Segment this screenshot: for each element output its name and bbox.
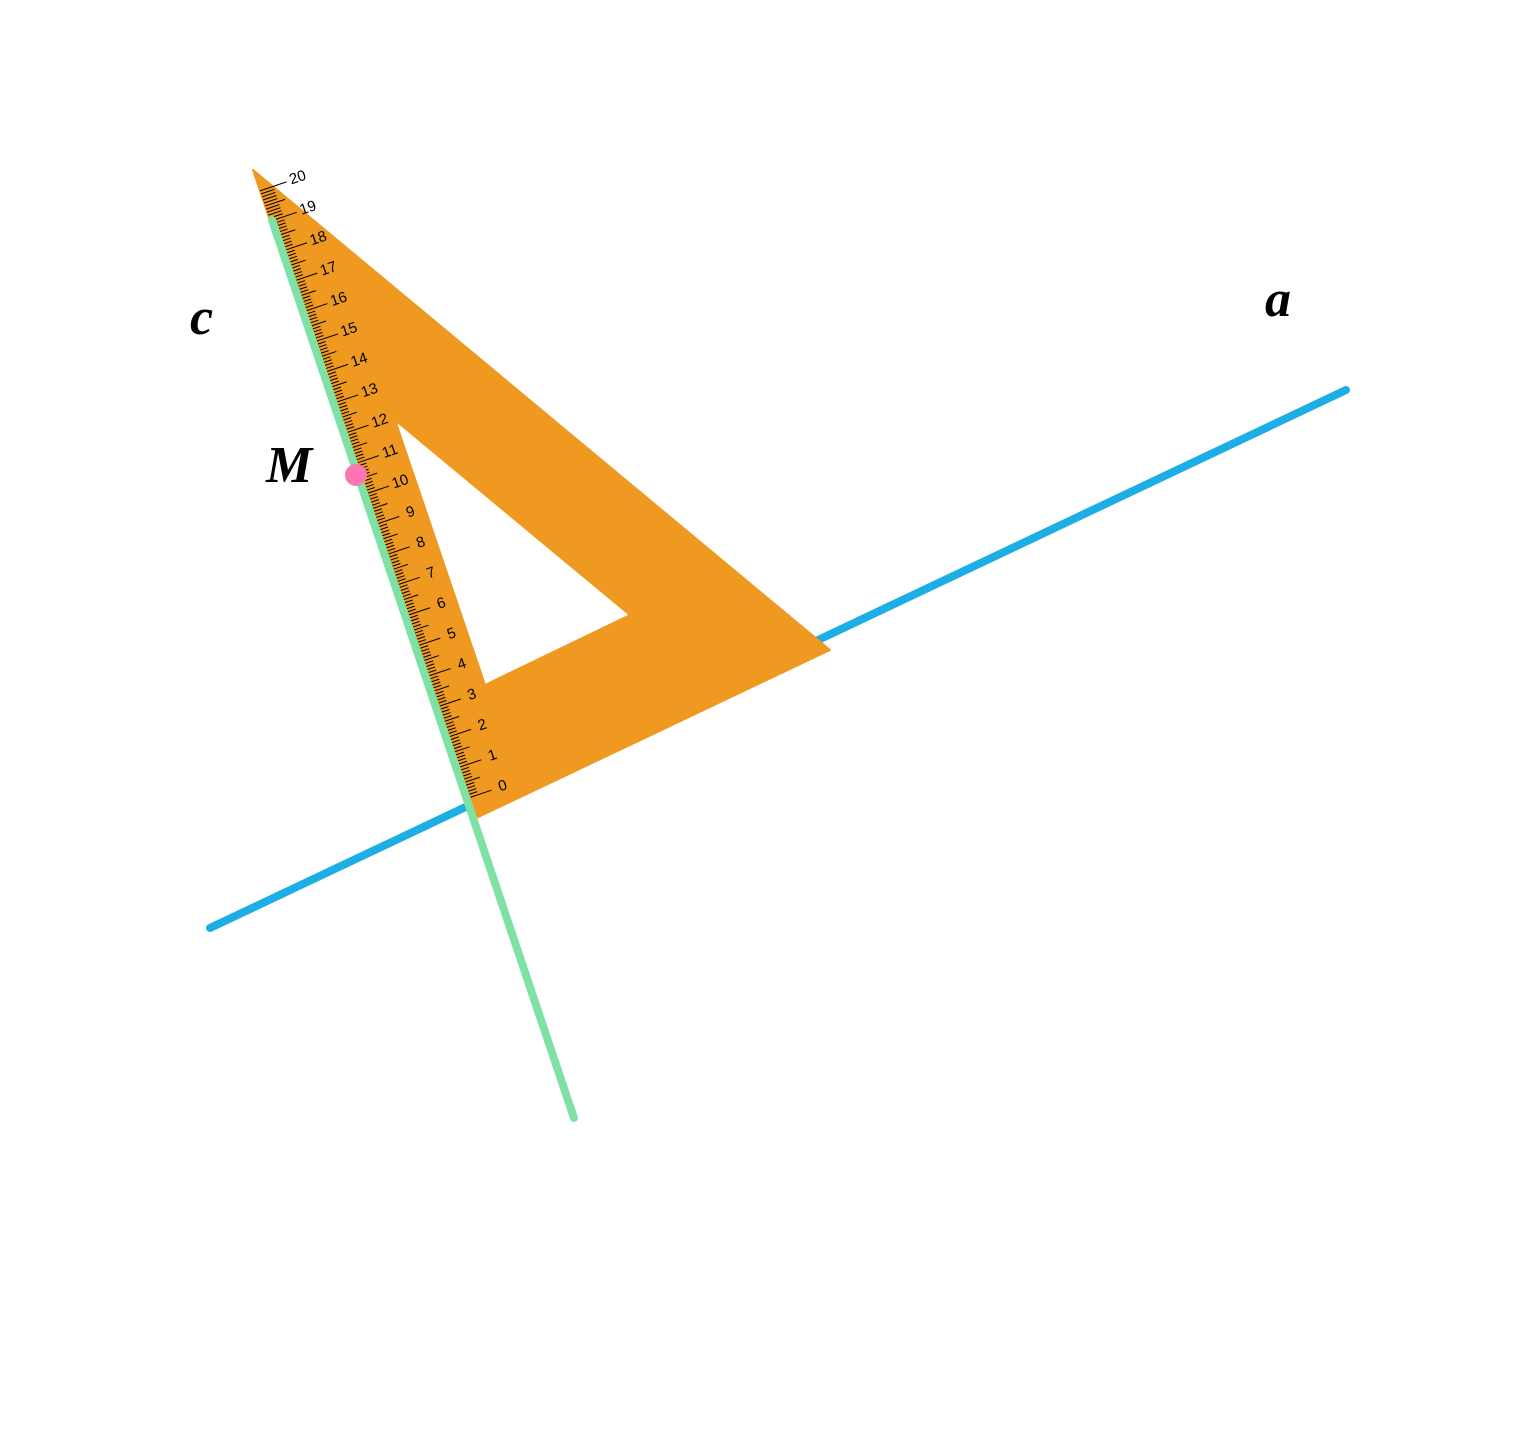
- svg-text:20: 20: [287, 167, 308, 188]
- diagram-stage: 01234567891011121314151617181920 c a M: [0, 0, 1536, 1449]
- label-M: M: [266, 436, 312, 495]
- diagram-svg: 01234567891011121314151617181920: [0, 0, 1536, 1449]
- set-square[interactable]: [253, 170, 830, 820]
- point-M[interactable]: [345, 464, 367, 486]
- label-a: a: [1265, 270, 1291, 329]
- label-c: c: [190, 288, 213, 347]
